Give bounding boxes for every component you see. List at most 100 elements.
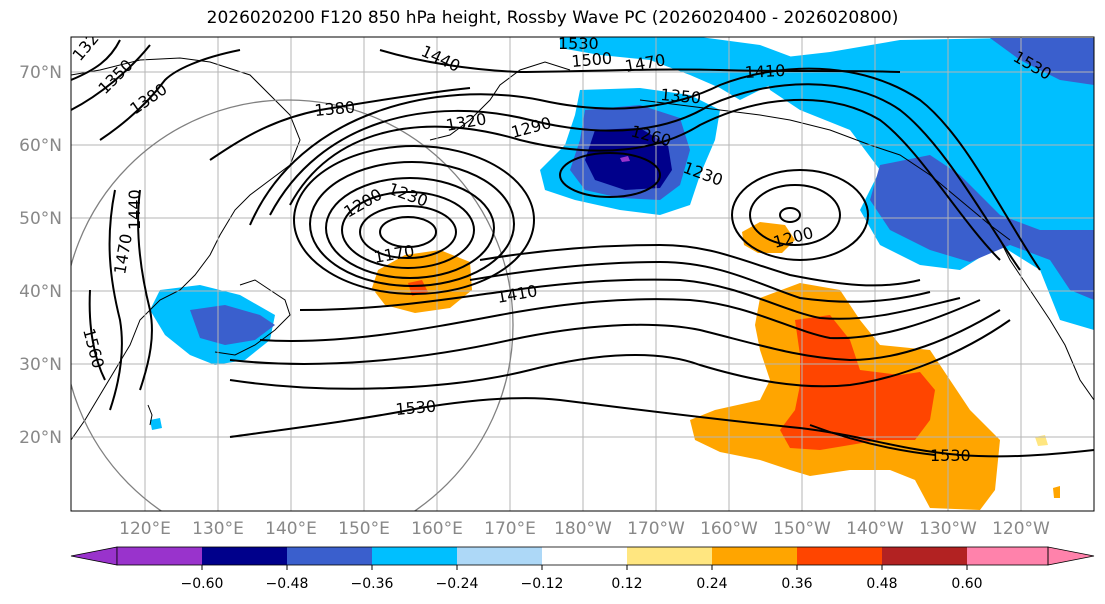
- coast-japan: [214, 279, 291, 356]
- colorbar-tick-label: 0.12: [611, 576, 642, 592]
- contour-asia-3: [99, 49, 241, 141]
- anomaly-royalblue-north: [990, 38, 1094, 85]
- colorbar-tick-label: 0.60: [951, 576, 982, 592]
- colorbar-bin: [117, 547, 202, 565]
- anomaly-blue-dot: [150, 418, 162, 430]
- anomaly-blue-arctic: [560, 37, 800, 100]
- coast-taiwan: [147, 404, 153, 426]
- contour-zonal-1: [289, 98, 1001, 261]
- contour-label: 1350: [660, 85, 702, 107]
- contour-gulf-1: [779, 207, 801, 223]
- colorbar-tick-label: −0.24: [436, 576, 479, 592]
- colorbar-tick-label: −0.12: [521, 576, 564, 592]
- contour-zonal-3: [249, 67, 1041, 271]
- contour-asia-1: [71, 39, 121, 81]
- colorbar-tick-labels: −0.60 −0.48 −0.36 −0.24 −0.12 0.12 0.24 …: [181, 576, 983, 592]
- colorbar-ticks: [201, 565, 968, 570]
- lat-label: 70°N: [19, 63, 62, 83]
- colorbar-bin: [627, 547, 712, 565]
- colorbar-bin: [372, 547, 457, 565]
- contour-gulf-3: [731, 169, 869, 261]
- anomaly-purple-bering: [620, 156, 630, 162]
- contour-low-5: [309, 161, 515, 287]
- contour-zonal-7: [259, 298, 981, 342]
- contour-low-1: [379, 216, 437, 248]
- map-title: 2026020200 F120 850 hPa height, Rossby W…: [206, 8, 899, 28]
- contour-1380: [209, 87, 471, 161]
- lat-label: 60°N: [19, 136, 62, 156]
- map-layers: 1320 1350 1380 1380 1440 1530 1500 1470 …: [71, 37, 1094, 511]
- colorbar-tick-label: 0.36: [781, 576, 812, 592]
- contour-1530-south: [809, 424, 936, 456]
- anomaly-orangered-nwpac: [408, 280, 428, 296]
- lon-label: 150°E: [338, 519, 390, 539]
- colorbar: −0.60 −0.48 −0.36 −0.24 −0.12 0.12 0.24 …: [70, 546, 1095, 592]
- lon-label: 150°W: [773, 519, 831, 539]
- coastlines: [71, 57, 1094, 441]
- anomaly-orange-dot: [1053, 486, 1060, 498]
- colorbar-bin: [797, 547, 882, 565]
- reference-circle: [71, 99, 514, 511]
- lon-label: 130°W: [919, 519, 977, 539]
- contour-asia-4: [137, 189, 153, 391]
- colorbar-frame: [116, 546, 1049, 566]
- colorbar-tick-label: −0.36: [351, 576, 394, 592]
- coast-asia: [71, 57, 301, 441]
- lon-label: 120°W: [992, 519, 1050, 539]
- lon-label: 170°W: [627, 519, 685, 539]
- contour-label: 1380: [314, 98, 356, 120]
- contour-label: 1530: [395, 397, 437, 419]
- colorbar-bin: [712, 547, 797, 565]
- lon-label: 170°E: [484, 519, 536, 539]
- contour-low-4: [325, 177, 495, 279]
- contour-label: 1410: [744, 61, 786, 82]
- colorbar-bin: [882, 547, 967, 565]
- contour-zonal-2: [269, 83, 1021, 271]
- colorbar-bin: [542, 547, 627, 565]
- colorbar-bin: [287, 547, 372, 565]
- colorbar-tick-label: 0.48: [866, 576, 897, 592]
- colorbar-tick-label: −0.60: [181, 576, 224, 592]
- contour-1440: [379, 49, 901, 74]
- lon-label: 140°W: [846, 519, 904, 539]
- lat-label: 30°N: [19, 355, 62, 375]
- coast-alaska: [639, 99, 1011, 241]
- contour-asia-2: [71, 44, 151, 111]
- lon-label: 160°W: [700, 519, 758, 539]
- map-frame: [70, 36, 1095, 512]
- latitude-labels: 70°N 60°N 50°N 40°N 30°N 20°N: [19, 63, 62, 448]
- contour-bering-1: [559, 152, 661, 198]
- anomaly-royalblue-alaska: [870, 155, 1094, 300]
- coast-na-west: [999, 239, 1094, 401]
- lat-label: 20°N: [19, 428, 62, 448]
- lat-label: 50°N: [19, 209, 62, 229]
- colorbar-bin: [457, 547, 542, 565]
- contour-asia-5: [108, 189, 123, 411]
- colorbar-tick-label: −0.48: [266, 576, 309, 592]
- anomaly-royalblue-japan: [190, 305, 275, 345]
- lat-label: 40°N: [19, 282, 62, 302]
- colorbar-under-triangle: [70, 546, 118, 566]
- contour-1530: [229, 397, 1094, 458]
- lon-label: 120°E: [119, 519, 171, 539]
- colorbar-bin: [967, 547, 1048, 565]
- contour-label: 1500: [571, 49, 613, 71]
- contour-zonal-4: [479, 243, 921, 287]
- height-contours: [71, 39, 1094, 458]
- colorbar-over-triangle: [1047, 546, 1095, 566]
- contour-low-2: [359, 205, 457, 259]
- anomaly-orangered-subtropical: [780, 315, 935, 450]
- lon-label: 180°W: [554, 519, 612, 539]
- lon-label: 160°E: [411, 519, 463, 539]
- lon-label: 130°E: [192, 519, 244, 539]
- longitude-labels: 120°E 130°E 140°E 150°E 160°E 170°E 180°…: [119, 519, 1050, 539]
- coast-kamchatka: [429, 61, 571, 141]
- contour-gulf-2: [749, 184, 841, 246]
- colorbar-tick-label: 0.24: [696, 576, 727, 592]
- contour-zonal-9: [229, 319, 1011, 390]
- contour-low-3: [341, 191, 475, 269]
- colorbar-bin: [202, 547, 287, 565]
- contour-zonal-8: [229, 309, 1001, 365]
- contour-label: 1530: [930, 446, 971, 465]
